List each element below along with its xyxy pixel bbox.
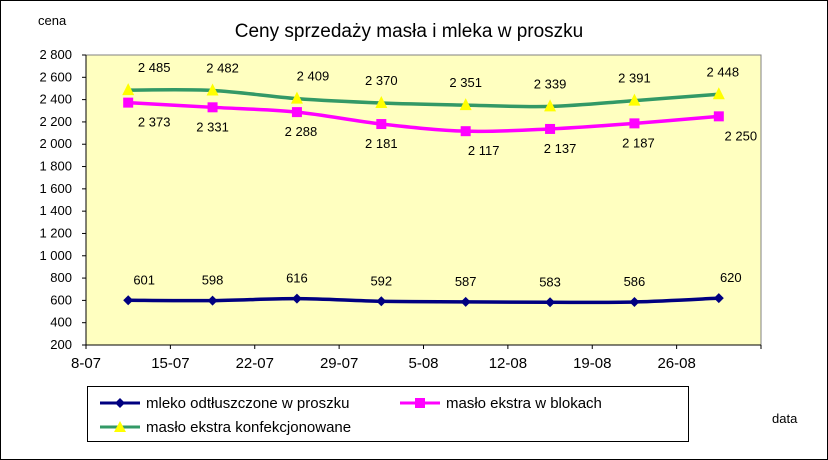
- x-tick-label: 8-07: [71, 355, 101, 372]
- legend-swatch-square: [400, 398, 440, 408]
- legend-label-maslo-bloki: masło ekstra w blokach: [446, 394, 602, 412]
- legend-swatch-triangle: [100, 421, 140, 432]
- data-point-square: [713, 111, 724, 122]
- y-tick-label: 1 200: [39, 225, 72, 240]
- data-point-square: [123, 97, 134, 108]
- data-label: 2 351: [449, 75, 482, 90]
- data-label: 2 448: [707, 64, 740, 79]
- data-label: 2 391: [618, 71, 651, 86]
- x-tick-label: 12-08: [489, 355, 527, 372]
- x-tick-label: 22-07: [236, 355, 274, 372]
- data-label: 2 250: [725, 128, 758, 143]
- data-point-triangle: [628, 93, 641, 106]
- series-line-0: [128, 296, 719, 305]
- legend-item-maslo-bloki: masło ekstra w blokach: [398, 393, 602, 413]
- legend-swatch-diamond: [100, 398, 140, 408]
- chart-title: Ceny sprzedaży masła i mleka w proszku: [235, 21, 583, 42]
- y-tick-label: 2 000: [39, 136, 72, 151]
- legend-label-maslo-konf: masło ekstra konfekcjonowane: [146, 418, 352, 436]
- data-point-diamond: [291, 293, 302, 304]
- x-axis-label: data: [772, 411, 798, 426]
- data-label: 2 117: [468, 143, 500, 158]
- data-point-diamond: [207, 295, 218, 306]
- legend-label-mleko: mleko odtłuszczone w proszku: [146, 394, 350, 412]
- data-point-square: [291, 107, 302, 118]
- x-tick-label: 5-08: [408, 355, 438, 372]
- data-label: 2 409: [297, 69, 330, 84]
- y-tick-label: 2 600: [39, 69, 72, 84]
- y-tick-label: 600: [50, 292, 72, 307]
- data-label: 2 339: [534, 76, 567, 91]
- data-label: 2 181: [365, 136, 398, 151]
- data-point-square: [460, 126, 471, 137]
- data-label: 586: [624, 274, 646, 289]
- y-tick-label: 1 800: [39, 159, 72, 174]
- data-label: 587: [455, 274, 477, 289]
- data-point-square: [376, 119, 387, 130]
- data-point-triangle: [375, 95, 388, 108]
- data-label: 583: [539, 274, 561, 289]
- data-point-triangle: [122, 83, 135, 96]
- y-tick-label: 2 800: [39, 47, 72, 62]
- data-label: 2 137: [544, 141, 577, 156]
- y-tick-label: 1 600: [39, 181, 72, 196]
- data-point-square: [207, 102, 218, 113]
- y-tick-label: 200: [50, 337, 72, 352]
- data-point-square: [545, 123, 556, 134]
- data-label: 598: [202, 273, 224, 288]
- y-tick-label: 400: [50, 315, 72, 330]
- data-label: 620: [720, 270, 742, 285]
- data-label: 2 482: [206, 60, 239, 75]
- data-point-triangle: [290, 91, 303, 104]
- data-label: 2 288: [285, 124, 318, 139]
- y-tick-label: 1 000: [39, 248, 72, 263]
- y-tick-label: 800: [50, 270, 72, 285]
- data-label: 2 187: [622, 135, 655, 150]
- legend-item-mleko: mleko odtłuszczone w proszku: [98, 393, 349, 413]
- data-label: 2 373: [138, 115, 171, 130]
- y-tick-label: 2 200: [39, 114, 72, 129]
- data-label: 616: [286, 271, 308, 286]
- data-point-triangle: [459, 98, 472, 111]
- data-point-diamond: [123, 295, 134, 306]
- y-tick-label: 1 400: [39, 203, 72, 218]
- data-point-triangle: [544, 99, 557, 112]
- data-label: 2 370: [365, 73, 398, 88]
- data-label: 2 331: [196, 119, 229, 134]
- data-label: 592: [370, 273, 392, 288]
- legend: mleko odtłuszczone w proszku masło ekstr…: [87, 386, 689, 442]
- y-tick-label: 2 400: [39, 92, 72, 107]
- data-point-diamond: [713, 293, 724, 304]
- series-line-2: [128, 88, 719, 109]
- data-point-diamond: [629, 296, 640, 307]
- data-point-diamond: [460, 296, 471, 307]
- data-point-triangle: [206, 83, 219, 96]
- data-point-diamond: [545, 297, 556, 308]
- x-tick-label: 29-07: [320, 355, 358, 372]
- x-tick-label: 15-07: [151, 355, 189, 372]
- data-point-triangle: [712, 87, 725, 100]
- data-point-square: [629, 118, 640, 129]
- data-label: 601: [133, 272, 155, 287]
- y-axis-label: cena: [38, 13, 67, 28]
- data-label: 2 485: [138, 60, 171, 75]
- x-tick-label: 19-08: [573, 355, 611, 372]
- x-tick-label: 26-08: [657, 355, 695, 372]
- legend-item-maslo-konf: masło ekstra konfekcjonowane: [98, 417, 351, 437]
- series-line-1: [128, 100, 719, 134]
- data-point-diamond: [376, 296, 387, 307]
